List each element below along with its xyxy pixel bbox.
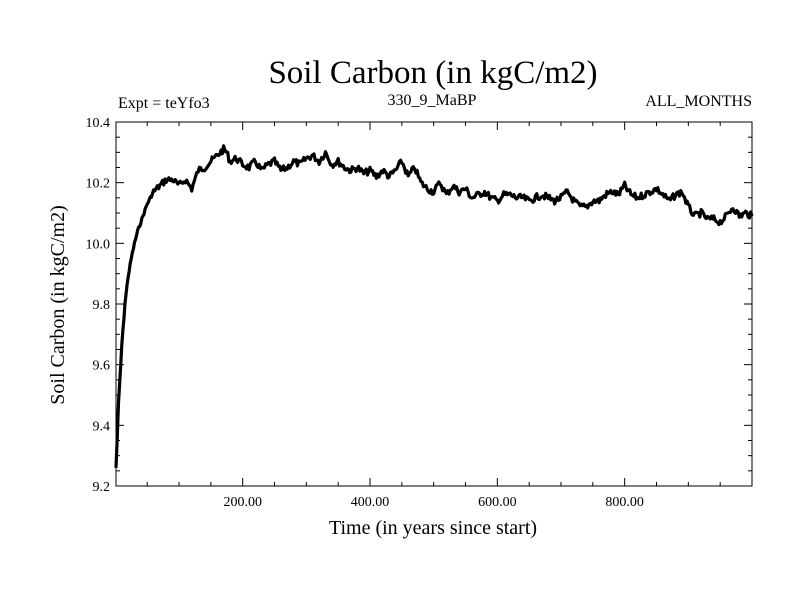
x-axis: 200.00 400.00 600.00 800.00 <box>146 122 753 510</box>
y-axis: 9.2 9.4 9.6 9.8 10.0 10.2 10.4 <box>86 116 752 495</box>
series-group <box>114 144 754 468</box>
x-tick-label: 800.00 <box>605 495 644 510</box>
plot-area <box>115 121 753 487</box>
x-tick-label: 400.00 <box>351 495 390 510</box>
period-label: 330_9_MaBP <box>388 92 477 109</box>
experiment-label: Expt = teYfo3 <box>118 95 210 112</box>
x-tick-label: 600.00 <box>478 495 517 510</box>
y-tick-label: 9.8 <box>93 298 111 313</box>
y-tick-label: 10.2 <box>86 177 111 192</box>
y-tick-label: 9.6 <box>93 359 111 374</box>
x-tick-label: 200.00 <box>223 495 262 510</box>
y-axis-title: Soil Carbon (in kgC/m2) <box>47 205 69 404</box>
months-label: ALL_MONTHS <box>645 93 752 110</box>
soil-carbon-series-line <box>114 144 754 468</box>
y-tick-label: 10.4 <box>86 116 111 131</box>
chart-title: Soil Carbon (in kgC/m2) <box>268 55 597 91</box>
y-tick-label: 10.0 <box>86 237 111 252</box>
x-axis-title: Time (in years since start) <box>329 517 537 539</box>
y-tick-label: 9.2 <box>93 480 111 495</box>
y-tick-label: 9.4 <box>93 419 111 434</box>
